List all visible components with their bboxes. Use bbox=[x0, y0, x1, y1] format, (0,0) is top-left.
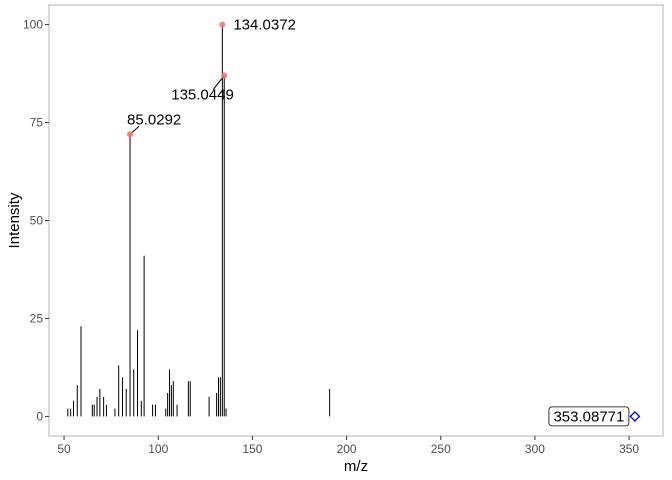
x-tick-label: 250 bbox=[431, 442, 451, 456]
y-tick-label: 0 bbox=[36, 409, 43, 423]
x-tick-label: 300 bbox=[525, 442, 545, 456]
peak-label: 85.0292 bbox=[127, 111, 181, 128]
y-tick-label: 50 bbox=[30, 214, 44, 228]
peak-label: 134.0372 bbox=[233, 17, 296, 34]
plot-panel bbox=[48, 4, 664, 437]
y-tick-label: 75 bbox=[30, 116, 44, 130]
x-tick-label: 200 bbox=[337, 442, 357, 456]
precursor-diamond bbox=[629, 410, 641, 422]
peak-highlight-point bbox=[219, 21, 226, 28]
y-tick-label: 25 bbox=[30, 311, 44, 325]
x-tick-label: 100 bbox=[148, 442, 168, 456]
x-tick-label: 350 bbox=[619, 442, 639, 456]
y-axis-title: Intensity bbox=[6, 192, 23, 248]
peak-highlight-point bbox=[127, 131, 134, 138]
peak-labels: 134.0372 135.0449 85.0292 bbox=[127, 17, 296, 138]
precursor-label: 353.08771 bbox=[553, 408, 624, 425]
x-axis-title: m/z bbox=[344, 458, 368, 475]
y-tick-label: 100 bbox=[23, 18, 43, 32]
precursor-marker: 353.08771 bbox=[548, 406, 641, 427]
x-tick-label: 150 bbox=[242, 442, 262, 456]
x-axis: 50 100 150 200 250 300 350 bbox=[57, 436, 639, 456]
peak-sticks bbox=[67, 24, 331, 417]
y-axis: 0 25 50 75 100 bbox=[23, 18, 49, 423]
peak-highlight-point bbox=[221, 72, 228, 79]
panel-border bbox=[48, 4, 664, 437]
x-tick-label: 50 bbox=[57, 442, 71, 456]
precursor-label-box bbox=[548, 406, 630, 427]
peak-label: 135.0449 bbox=[171, 87, 234, 104]
